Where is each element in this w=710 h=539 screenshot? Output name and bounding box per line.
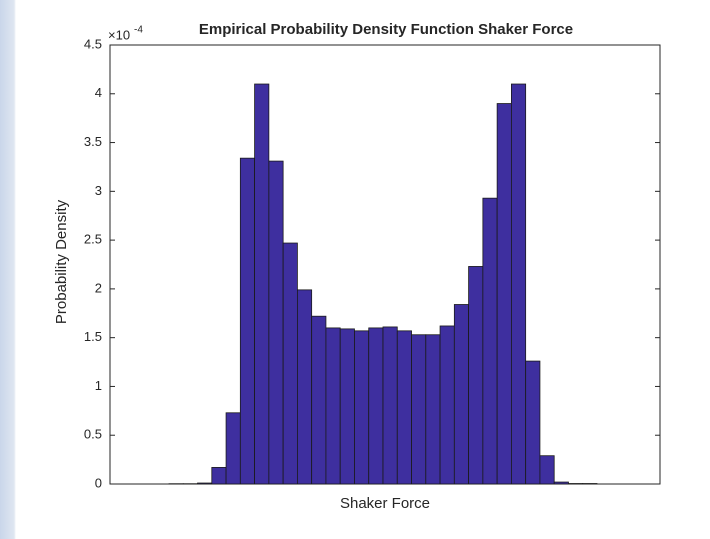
y-tick-label: 3 [95,183,102,198]
bar [197,482,213,485]
bar [453,304,470,485]
bar [282,242,298,485]
bar [239,157,255,485]
y-tick-label: 2 [95,280,102,295]
bar [268,160,284,485]
bar [354,330,370,485]
bar [425,334,441,485]
x-axis-label: Shaker Force [340,495,430,512]
bar [510,83,527,485]
y-multiplier-exponent: -4 [134,25,143,36]
y-tick-label: 0.5 [84,427,102,442]
y-tick-label: 4 [95,85,102,100]
bar [296,289,313,485]
y-tick-label: 1 [95,378,102,393]
bar [339,328,355,485]
y-tick-label: 3.5 [84,134,102,149]
bar [325,327,341,485]
y-multiplier: ×10 [108,27,130,42]
bar [368,327,384,485]
bar [525,360,541,485]
bar [496,103,512,485]
y-tick-label: 4.5 [84,36,102,51]
y-tick-label: 2.5 [84,232,102,247]
bar [382,326,398,485]
bar [311,315,327,485]
bar [482,197,498,485]
chart-title: Empirical Probability Density Function S… [199,21,573,38]
bar [411,334,427,485]
bar [539,455,555,485]
bar [225,412,241,485]
bar [468,266,484,485]
bar [439,325,455,485]
bar [553,481,569,485]
y-axis-label: Probability Density [53,199,70,324]
y-tick-label: 1.5 [84,329,102,344]
bar [396,330,412,485]
y-tick-label: 0 [95,475,102,490]
bar [254,83,270,485]
bar [211,467,227,485]
